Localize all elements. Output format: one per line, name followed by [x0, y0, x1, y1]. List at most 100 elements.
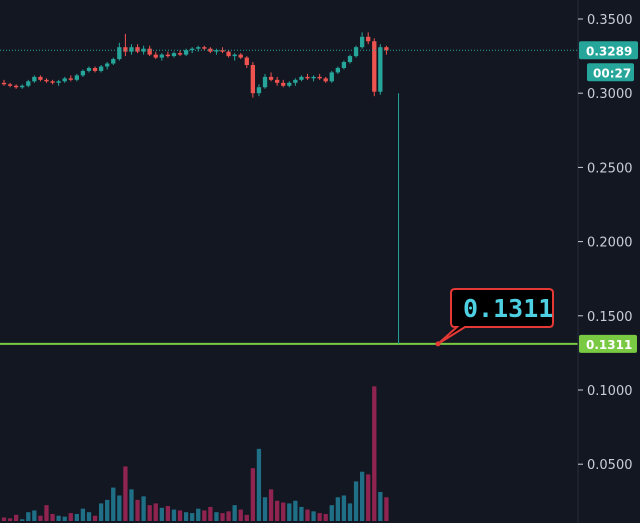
candle-body: [105, 63, 110, 67]
volume-bar: [13, 514, 19, 521]
candle-body: [1, 82, 7, 85]
volume-bar: [20, 519, 25, 521]
price-axis[interactable]: 0.3500 0.3000 0.2500 0.2000 0.1500 0.1000 0.05…: [577, 0, 633, 523]
volume-bar: [329, 505, 334, 521]
level-callout[interactable]: 0.1311: [435, 288, 554, 347]
volume-bar: [366, 474, 371, 521]
volume-bar: [86, 512, 92, 521]
volume-bar: [68, 513, 73, 521]
candle-body: [384, 47, 389, 51]
price-tick-label: 0.3500: [587, 13, 633, 28]
candle-body: [372, 41, 377, 92]
candle-body: [202, 47, 207, 49]
candle-body: [311, 76, 316, 79]
candle-body: [153, 54, 158, 58]
candle-body: [220, 50, 225, 52]
volume-bar: [44, 505, 49, 521]
volume-bar: [299, 506, 304, 521]
candle-body: [123, 47, 128, 52]
volume-bar: [232, 505, 237, 521]
level-callout-box[interactable]: [437, 288, 554, 345]
candle-body: [305, 76, 310, 79]
candle-body: [268, 76, 274, 80]
volume-bar: [202, 510, 207, 521]
volume-bar: [347, 503, 353, 521]
candle-body: [141, 48, 146, 52]
volume-bar: [153, 503, 158, 521]
volume-bar: [262, 497, 268, 521]
volume-bar: [74, 513, 79, 521]
volume-bar: [190, 513, 195, 521]
volume-bar: [1, 517, 7, 521]
candle-body: [329, 72, 334, 82]
candle-body: [92, 67, 98, 71]
candle-body: [135, 47, 140, 52]
current-price-label: 0.3289: [586, 44, 632, 58]
candle-body: [323, 78, 328, 82]
volume-bar: [147, 505, 152, 521]
volume-bar: [117, 495, 122, 521]
candle-body: [80, 70, 86, 76]
candle-body: [214, 50, 219, 52]
candle-body: [111, 59, 116, 64]
volume-bar: [98, 503, 104, 521]
candle-body: [353, 47, 359, 57]
level-anchor-handle[interactable]: [435, 341, 441, 347]
volume-bar: [372, 386, 377, 521]
candle-body: [98, 66, 104, 71]
candle-body: [232, 54, 237, 57]
price-tick-label: 0.2000: [587, 236, 633, 251]
volume-bar: [26, 512, 31, 521]
candle-body: [26, 81, 31, 86]
price-tick-label: 0.0500: [587, 458, 633, 473]
volume-bar: [80, 508, 86, 521]
candle-body: [68, 78, 73, 80]
candle-body: [7, 84, 13, 86]
candle-body: [117, 47, 122, 60]
candle-body: [190, 48, 195, 51]
candle-body: [56, 81, 61, 83]
candle-body: [159, 54, 164, 58]
volume-bar: [268, 489, 274, 521]
volume-bar: [129, 489, 134, 521]
volume-bar: [208, 506, 213, 521]
volume-bar: [293, 500, 298, 521]
volume-bar: [171, 509, 177, 521]
volume-bar: [250, 468, 256, 521]
volume-bar: [123, 466, 128, 521]
volume-bar: [238, 509, 243, 521]
volume-bar: [226, 511, 231, 521]
candle-body: [86, 67, 92, 71]
countdown-badge: 00:27: [587, 63, 634, 82]
volume-bar: [56, 515, 61, 521]
volume-bar: [92, 515, 98, 521]
candle-body: [275, 79, 280, 83]
candle-body: [177, 53, 183, 55]
volume-bar: [244, 514, 249, 521]
volume-bar: [135, 499, 140, 521]
volume-bar: [287, 503, 292, 521]
volume-bar: [111, 487, 116, 521]
volume-bar: [105, 499, 110, 521]
candle-body: [299, 76, 304, 80]
countdown-badge-bg: [587, 63, 634, 82]
volume-bar: [281, 502, 286, 521]
current-price-badge: 0.3289: [579, 41, 638, 60]
candle-body: [262, 76, 268, 88]
candle-body: [74, 75, 79, 80]
volume-bar: [317, 513, 322, 521]
price-tick-label: 0.1000: [587, 384, 633, 399]
volume-bar: [359, 471, 365, 521]
candle-body: [44, 79, 49, 82]
candle-body: [250, 65, 256, 94]
price-tick-label: 0.3000: [587, 87, 633, 102]
level-callout-text: 0.1311: [463, 294, 553, 323]
candle-body: [147, 48, 152, 55]
volume-bar: [311, 511, 316, 521]
candle-body: [62, 78, 67, 82]
volume-bar: [7, 518, 13, 521]
candle-body: [256, 87, 262, 94]
